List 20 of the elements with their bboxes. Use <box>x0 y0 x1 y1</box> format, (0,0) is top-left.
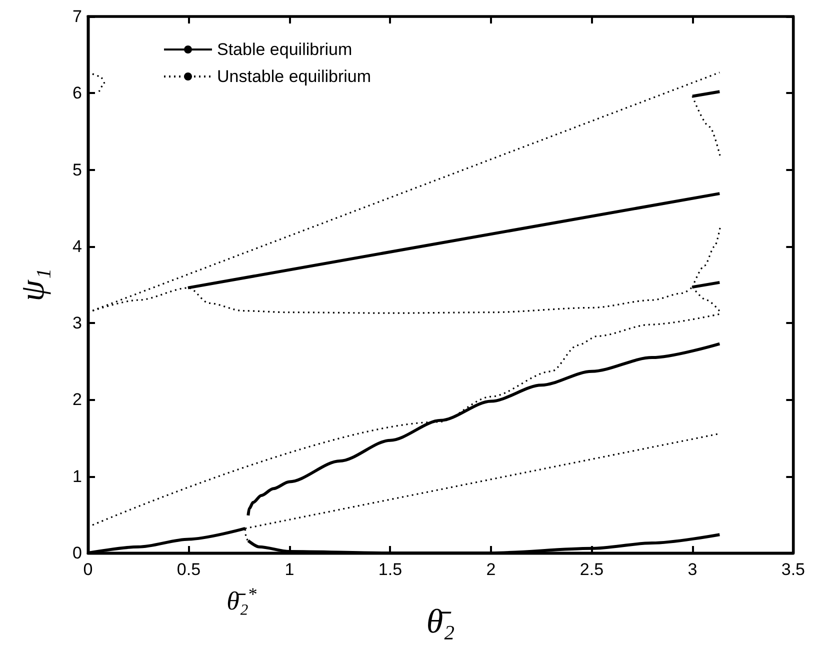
y-axis-title: ψ₁ <box>14 268 52 302</box>
x-tick-label: 2.5 <box>580 560 604 579</box>
y-tick-label: 3 <box>72 314 82 333</box>
y-tick-label: 0 <box>72 544 82 562</box>
x-tick-label: 3.5 <box>781 560 806 579</box>
legend-label: Unstable equilibrium <box>217 67 372 86</box>
x-tick-label: 0.5 <box>176 560 201 579</box>
legend-label: Stable equilibrium <box>217 40 352 59</box>
x-tick-label: 2 <box>486 560 496 579</box>
x-tick-label: 3 <box>688 560 698 579</box>
y-tick-label: 7 <box>72 7 82 26</box>
y-tick-label: 5 <box>72 160 82 180</box>
x-axis-title: θ̄₂ <box>426 604 455 640</box>
y-tick-label: 1 <box>72 466 82 486</box>
text: θ̄₂* <box>226 584 258 616</box>
y-tick-label: 6 <box>72 84 82 103</box>
x-tick-label: 1.5 <box>378 560 402 579</box>
x-tick-label: 1 <box>284 560 294 579</box>
y-tick-label: 2 <box>72 390 82 410</box>
y-tick-label: 4 <box>72 236 82 256</box>
